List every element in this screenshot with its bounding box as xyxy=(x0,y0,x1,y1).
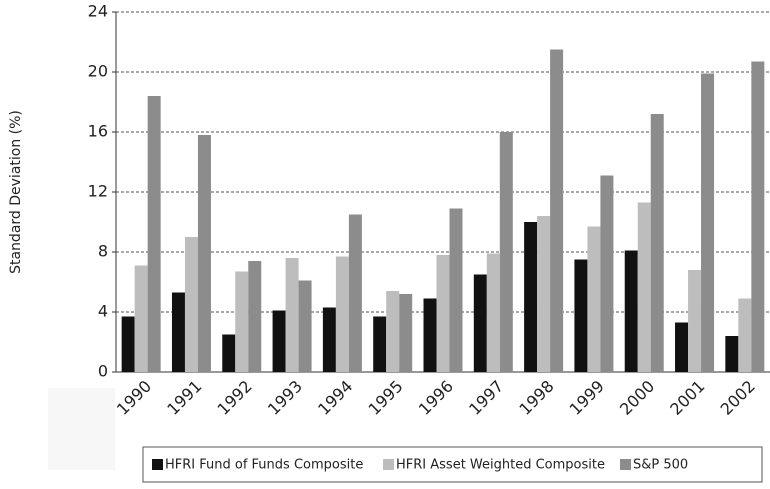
x-tick-label: 1994 xyxy=(314,377,356,419)
bar xyxy=(386,291,400,372)
bar xyxy=(272,310,286,372)
x-tick-label: 1990 xyxy=(113,377,155,419)
bar xyxy=(524,222,538,372)
x-tick-label: 1992 xyxy=(214,377,256,419)
bar xyxy=(725,336,739,372)
bar xyxy=(624,250,638,372)
legend-swatch xyxy=(152,459,163,470)
bar xyxy=(688,270,702,372)
y-axis-label: Standard Deviation (%) xyxy=(8,110,24,274)
y-tick-label: 8 xyxy=(98,242,108,261)
bar xyxy=(285,258,299,372)
bar xyxy=(486,253,500,372)
bar xyxy=(134,265,148,372)
backdrop xyxy=(48,388,115,470)
bar xyxy=(335,256,349,372)
bar xyxy=(499,132,513,372)
bar xyxy=(399,294,413,372)
x-tick-label: 1996 xyxy=(415,377,457,419)
bar xyxy=(449,208,463,372)
bar xyxy=(248,261,262,372)
legend-swatch xyxy=(383,459,394,470)
legend-label: HFRI Asset Weighted Composite xyxy=(396,458,605,473)
x-tick-label: 1993 xyxy=(264,377,306,419)
bar xyxy=(701,73,715,372)
x-tick-label: 2002 xyxy=(717,377,759,419)
bar xyxy=(738,298,752,372)
bar xyxy=(298,280,312,372)
bar xyxy=(222,334,236,372)
x-tick-label: 1991 xyxy=(163,377,205,419)
bar xyxy=(235,271,249,372)
bar xyxy=(171,292,185,372)
x-tick-label: 2000 xyxy=(616,377,658,419)
bar xyxy=(675,322,689,372)
bar xyxy=(537,216,551,372)
bar xyxy=(650,114,664,372)
x-tick-label: 1997 xyxy=(465,377,507,419)
legend-swatch xyxy=(620,459,631,470)
bar xyxy=(574,259,588,372)
bar xyxy=(436,255,450,372)
y-tick-label: 20 xyxy=(88,62,108,81)
bar xyxy=(587,226,601,372)
x-tick-label: 1998 xyxy=(515,377,557,419)
bar xyxy=(197,135,211,372)
bar xyxy=(423,298,437,372)
bar xyxy=(373,316,387,372)
legend-label: S&P 500 xyxy=(633,458,688,473)
bar xyxy=(184,237,198,372)
bar xyxy=(751,61,765,372)
x-tick-label: 2001 xyxy=(666,377,708,419)
bar xyxy=(600,175,614,372)
bar xyxy=(121,316,135,372)
legend xyxy=(142,446,763,483)
legend-label: HFRI Fund of Funds Composite xyxy=(165,458,363,473)
y-tick-label: 0 xyxy=(98,362,108,381)
y-tick-label: 24 xyxy=(88,2,108,21)
legend-entries: HFRI Fund of Funds Composite HFRI Asset W… xyxy=(152,458,688,473)
bar xyxy=(473,274,487,372)
x-tick-label: 1995 xyxy=(364,377,406,419)
y-tick-label: 4 xyxy=(98,302,108,321)
bar xyxy=(637,202,651,372)
bar xyxy=(348,214,362,372)
y-tick-label: 12 xyxy=(88,182,108,201)
bar xyxy=(550,49,564,372)
bar xyxy=(147,96,161,372)
y-tick-label: 16 xyxy=(88,122,108,141)
bar xyxy=(322,307,336,372)
x-tick-label: 1999 xyxy=(566,377,608,419)
